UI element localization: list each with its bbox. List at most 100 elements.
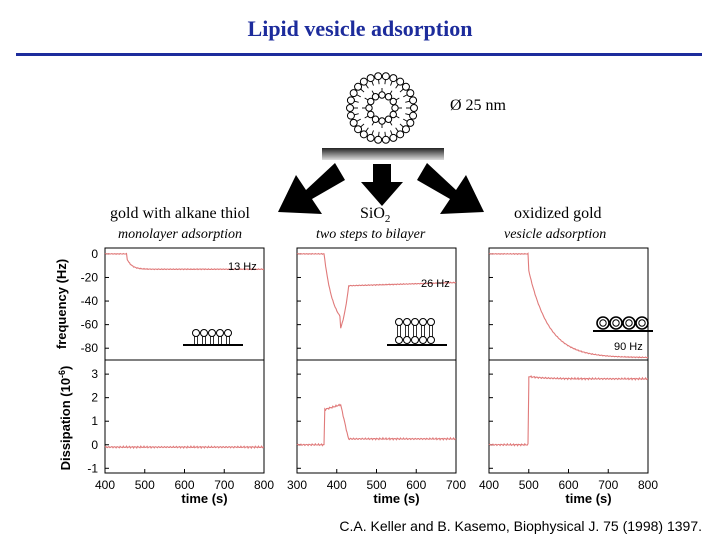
surface-bar xyxy=(322,148,444,160)
lipid-tail xyxy=(405,100,411,103)
lipid-head xyxy=(378,91,386,99)
vesicle-icon xyxy=(596,316,610,330)
diss-tick-label: -1 xyxy=(87,461,98,475)
time-tick-label: 800 xyxy=(638,478,658,492)
vesicle-inner xyxy=(638,319,646,327)
lipid-head xyxy=(411,318,419,326)
time-axis-label: time (s) xyxy=(565,491,611,506)
lipid-head xyxy=(192,329,200,337)
lipid-head xyxy=(389,133,398,142)
lipid-head xyxy=(401,82,410,91)
dissipation-trace xyxy=(296,403,457,447)
vesicle-diameter: Ø 25 nm xyxy=(450,97,506,114)
lipid-tail xyxy=(390,130,393,136)
label-oxidized-sub: vesicle adsorption xyxy=(504,227,607,242)
lipid-head xyxy=(371,115,380,123)
time-axis-label: time (s) xyxy=(373,491,419,506)
time-tick-label: 600 xyxy=(406,478,426,492)
arrow-down-icon xyxy=(361,164,403,206)
label-sio2-subscript: 2 xyxy=(384,213,391,226)
frequency-trace xyxy=(104,252,265,271)
lipid-tail xyxy=(356,118,361,122)
time-tick-label: 400 xyxy=(479,478,499,492)
lipid-tail xyxy=(399,88,405,93)
vesicle-inner xyxy=(599,319,607,327)
dissipation-frame xyxy=(296,359,457,474)
lipid-head xyxy=(389,74,398,83)
lipid-head xyxy=(359,77,368,86)
lipid-head xyxy=(349,89,358,98)
lipid-head xyxy=(367,110,375,119)
arrow-right-icon xyxy=(417,163,484,214)
lipid-tail xyxy=(403,118,408,122)
dissipation-trace xyxy=(104,445,265,450)
lipid-head xyxy=(384,93,393,101)
vesicle-icon xyxy=(622,316,636,330)
lipid-tail xyxy=(384,79,386,85)
dissipation-frame xyxy=(104,359,265,474)
lipid-head xyxy=(374,135,383,144)
lipid-head xyxy=(381,72,390,81)
freq-tick-label: -60 xyxy=(81,318,99,332)
lipid-head xyxy=(389,97,397,106)
lipid-head xyxy=(391,104,399,112)
frequency-axis-label: frequency (Hz) xyxy=(54,259,69,349)
lipid-tail xyxy=(371,90,375,95)
lipid-head xyxy=(403,336,411,344)
time-tick-label: 600 xyxy=(558,478,578,492)
panel-sio2: 300 400 500 600 700 time (s) xyxy=(287,247,466,506)
citation: C.A. Keller and B. Kasemo, Biophysical J… xyxy=(339,518,702,534)
lipid-head xyxy=(384,115,393,123)
lipid-tail xyxy=(353,113,359,116)
lipid-head xyxy=(359,130,368,139)
lipid-head xyxy=(354,125,363,134)
page-title: Lipid vesicle adsorption xyxy=(247,16,473,41)
lipid-head xyxy=(427,336,435,344)
lipid-head xyxy=(216,329,224,337)
lipid-tail xyxy=(390,80,393,86)
time-tick-label: 800 xyxy=(254,478,274,492)
lipid-tail xyxy=(399,123,405,128)
diss-tick-label: 3 xyxy=(91,367,98,381)
lipid-tail xyxy=(364,115,369,119)
annotation-26hz: 26 Hz xyxy=(421,278,450,290)
vesicle-icon xyxy=(635,316,649,330)
label-sio2-sub: two steps to bilayer xyxy=(316,227,426,242)
time-axis-label: time (s) xyxy=(181,491,227,506)
lipid-head xyxy=(409,111,418,120)
label-sio2: SiO2 xyxy=(360,205,390,225)
lipid-head xyxy=(395,336,403,344)
lipid-head xyxy=(403,318,411,326)
lipid-tail xyxy=(395,127,399,133)
lipid-head xyxy=(411,336,419,344)
vesicle-inner xyxy=(625,319,633,327)
lipid-head xyxy=(419,318,427,326)
label-oxidized: oxidized gold xyxy=(514,205,602,222)
vesicle-icon xyxy=(609,316,623,330)
label-gold-sub: monolayer adsorption xyxy=(118,227,243,242)
time-tick-label: 300 xyxy=(287,478,307,492)
diss-tick-label: 2 xyxy=(91,391,98,405)
dissipation-frame xyxy=(488,359,649,474)
lipid-head xyxy=(409,96,418,105)
time-tick-label: 400 xyxy=(95,478,115,492)
diss-tick-label: 1 xyxy=(91,414,98,428)
lipid-tail xyxy=(378,131,380,137)
lipid-tail xyxy=(395,83,399,89)
vesicle-inner xyxy=(612,319,620,327)
freq-tick-label: -20 xyxy=(81,270,99,284)
lipid-head xyxy=(346,96,355,105)
panel-oxidized: 400 500 600 700 800 time (s) xyxy=(479,247,658,506)
lipid-tail xyxy=(371,80,374,86)
lipid-tail xyxy=(365,83,369,89)
freq-tick-label: 0 xyxy=(91,247,98,261)
lipid-tail xyxy=(384,131,386,137)
lipid-head xyxy=(371,93,380,101)
annotation-90hz: 90 Hz xyxy=(614,341,643,353)
lipid-head xyxy=(346,111,355,120)
lipid-head xyxy=(208,329,216,337)
lipid-tail xyxy=(356,94,361,98)
lipid-head xyxy=(401,125,410,134)
